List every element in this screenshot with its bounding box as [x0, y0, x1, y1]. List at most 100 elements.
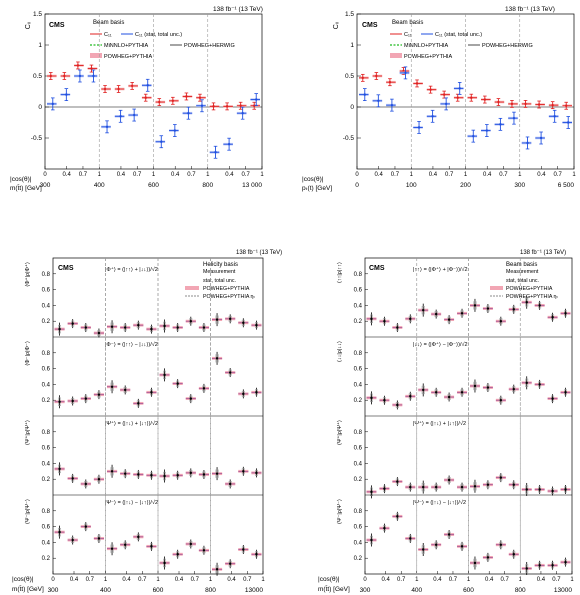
cms-label-a: CMS: [49, 22, 65, 29]
panel-d-stat-box: [564, 559, 567, 566]
panel-d-data-point: [564, 312, 567, 315]
panel-b-data-point: [567, 121, 570, 124]
panel-a-bin-edge-label: 800: [202, 182, 213, 189]
panel-c-data-point: [176, 474, 179, 477]
panel-c-stat-box: [58, 464, 62, 474]
panel-a-data-point: [132, 113, 136, 117]
panel-b-data-point: [375, 74, 378, 78]
panel-c-data-point: [255, 323, 258, 327]
panel-d-y-tick-label: 0.8: [354, 272, 363, 278]
lumi-label-b: 138 fb⁻¹ (13 TeV): [505, 6, 555, 13]
panel-a-bin-edge-label: 300: [40, 182, 51, 189]
panel-b-data-point: [361, 76, 364, 80]
panel-d-y-tick-label: 0.4: [354, 461, 363, 467]
panel-d-data-point: [422, 388, 425, 392]
panel-a-y-tick-label: 0.5: [33, 73, 42, 80]
panel-a-data-point: [103, 87, 107, 91]
panel-c-y-tick-label: 0.2: [42, 477, 51, 483]
panel-c-data-point: [255, 471, 258, 475]
panel-d-data-point: [370, 538, 373, 542]
legend-d-pythia: POWHEG+PYTHIA: [506, 286, 553, 292]
panel-d-y-tick-label: 0.8: [354, 430, 363, 436]
panel-d-data-point: [499, 399, 503, 402]
panel-d-x-tick-label: 1: [570, 577, 574, 583]
panel-c-data-point: [228, 317, 232, 321]
panel-c-x-tick-label: 0.7: [138, 577, 147, 583]
panel-b-bin-edge-label: 0: [355, 182, 359, 189]
panel-c-data-point: [137, 535, 140, 539]
panel-d-x-tick-label: 0.7: [501, 577, 510, 583]
panel-c-data-point: [163, 474, 166, 478]
panel-d-data-point: [486, 556, 490, 559]
panel-b-data-point: [404, 71, 407, 75]
panel-d-data-point: [525, 381, 528, 385]
panel-b-y-tick-label: 0: [350, 104, 354, 111]
panel-b-data-point: [524, 102, 527, 106]
panel-d-data-point: [564, 391, 567, 394]
panel-a-data-point: [105, 125, 109, 129]
panel-d-stat-box: [551, 488, 555, 495]
panel-b-y-tick-label: -0.5: [343, 135, 355, 142]
panel-c-y-tick-label: 0.8: [42, 351, 51, 357]
panel-c-stat-box: [58, 324, 62, 334]
legend-a-pythia: POWHEG+PYTHIA: [104, 54, 152, 60]
panel-a-data-point: [158, 100, 161, 104]
ylabel-b: Cᵢᵢ: [333, 22, 340, 29]
panel-d-x-tick-label: 0.7: [552, 577, 561, 583]
ylabel-a: Cᵢᵢ: [25, 22, 32, 29]
panel-c-data-point: [189, 471, 193, 475]
panel-b-x-tick-label: 0.7: [391, 172, 400, 178]
panel-c-x-tick-label: 0.4: [175, 577, 184, 583]
panel-a-data-point: [255, 98, 258, 101]
panel-d-y-tick-label: 0.2: [354, 477, 363, 483]
panel-c-y-tick-label: 0.8: [42, 430, 51, 436]
panel-d-data-point: [460, 312, 464, 315]
panel-a-x-tick-label: 0.4: [171, 172, 180, 178]
panel-a-data-point: [117, 87, 120, 91]
panel-b-x-tick-label: 0.7: [554, 172, 563, 178]
legend-title-b: Beam basis: [392, 20, 423, 26]
panel-c-x-tick-label: 0.7: [243, 577, 252, 583]
panel-c-data-point: [137, 473, 140, 476]
panel-c-data-point: [58, 467, 61, 471]
panel-c-data-point: [242, 470, 245, 473]
legend-b-pythia: POWHEG+PYTHIA: [404, 54, 452, 60]
panel-d-x-tick-label: 0.4: [382, 577, 391, 583]
panel-c-bin-edge-label: 600: [153, 587, 164, 594]
panel-d-stat-box: [512, 481, 516, 488]
panel-c-data-point: [84, 397, 88, 400]
panel-c-row-state-label: |Ψ⁺⟩ = (|↑↓⟩ + |↓↑⟩)/√2: [105, 420, 158, 427]
panel-a-data-point: [171, 99, 175, 103]
panel-b-data-point: [429, 88, 432, 91]
panel-d-x-tick-label: 1: [519, 577, 523, 583]
panel-b-data-point: [417, 126, 421, 129]
panel-c-y-tick-label: 0.4: [42, 303, 51, 309]
legend-c-band-swatch: [185, 286, 199, 290]
panel-d-data-point: [383, 399, 386, 402]
panel-d-row-state-label: |Ψ⁻⟩ = (|↑↓⟩ − |↓↑⟩)/√2: [413, 499, 466, 506]
panel-d-bin-edge-label: 800: [515, 587, 526, 594]
panel-d-data-point: [564, 560, 567, 564]
panel-a-data-point: [200, 104, 204, 107]
panel-c-x-tick-label: 0.4: [227, 577, 236, 583]
panel-c-y-tick-label: 0.4: [42, 461, 51, 467]
xlabel-a-1: |cos(θ)|: [10, 176, 32, 183]
panel-d-data-point: [473, 561, 477, 565]
panel-b-data-point: [472, 134, 475, 138]
panel-c-data-point: [202, 473, 206, 476]
panel-c-bin-edge-label: 300: [48, 587, 59, 594]
panel-d-data-point: [473, 384, 477, 388]
panel-b-y-tick-label: 1: [350, 42, 354, 49]
panel-b-data-point: [510, 102, 514, 106]
panel-d-data-point: [460, 545, 464, 548]
marks-b: -0.5 0 0.5 1 1.5 0 0.4 0.7 1 0.4 0.7 1 0.4 0.7 1 0.4 0.7…: [343, 11, 577, 189]
legend-c-unc: stat, total unc.: [203, 278, 236, 284]
panel-d-bin-edge-label: 300: [360, 587, 371, 594]
panel-c-y-tick-label: 0.4: [42, 382, 51, 388]
panel-b-data-point: [499, 123, 502, 126]
panel-a-bin-edge-label: 600: [148, 182, 159, 189]
panel-c-bin-edge-label: 400: [100, 587, 111, 594]
panel-b-data-point: [483, 98, 487, 101]
panel-b-data-point: [415, 82, 419, 85]
panel-c-data-point: [242, 392, 245, 396]
